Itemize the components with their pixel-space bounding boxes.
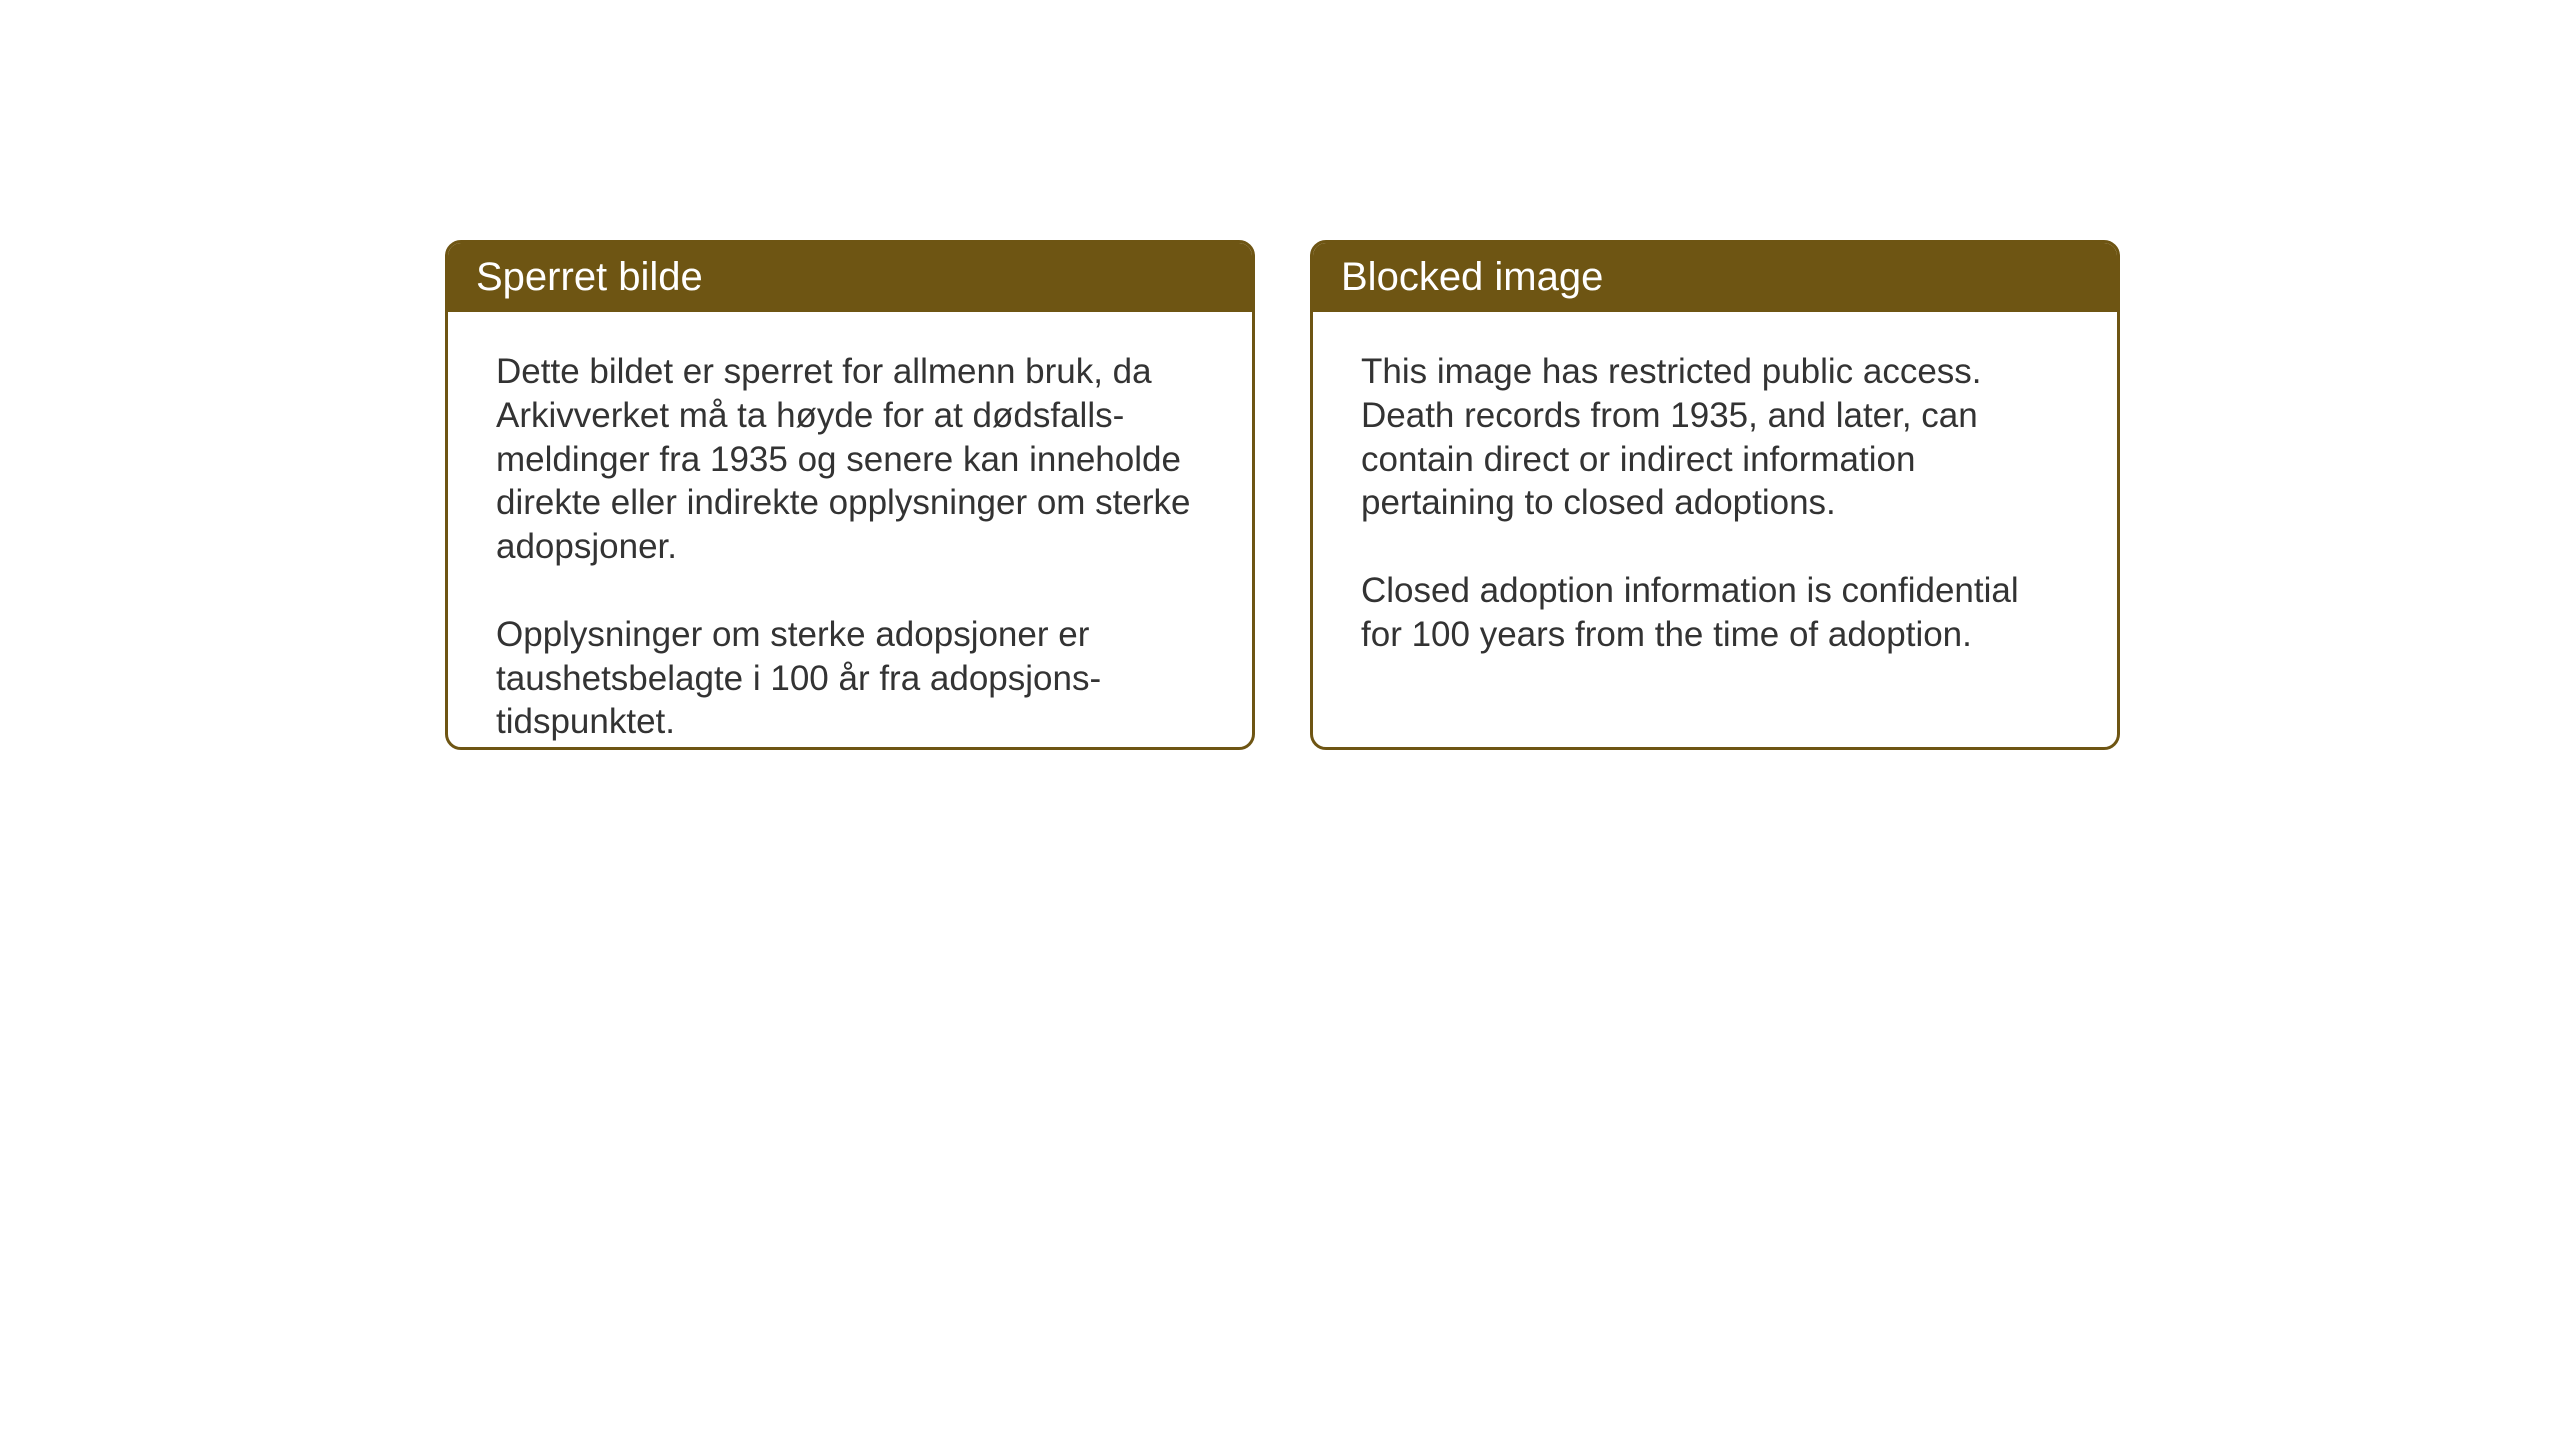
card-body-norwegian: Dette bildet er sperret for allmenn bruk…	[448, 312, 1252, 750]
card-header-english: Blocked image	[1313, 243, 2117, 312]
card-header-norwegian: Sperret bilde	[448, 243, 1252, 312]
notice-card-english: Blocked image This image has restricted …	[1310, 240, 2120, 750]
card-title-english: Blocked image	[1341, 255, 1603, 299]
card-paragraph-english-1: This image has restricted public access.…	[1361, 350, 2069, 525]
card-title-norwegian: Sperret bilde	[476, 255, 703, 299]
card-paragraph-norwegian-2: Opplysninger om sterke adopsjoner er tau…	[496, 613, 1204, 744]
card-paragraph-english-2: Closed adoption information is confident…	[1361, 569, 2069, 657]
notice-card-norwegian: Sperret bilde Dette bildet er sperret fo…	[445, 240, 1255, 750]
card-body-english: This image has restricted public access.…	[1313, 312, 2117, 695]
card-paragraph-norwegian-1: Dette bildet er sperret for allmenn bruk…	[496, 350, 1204, 569]
notice-container: Sperret bilde Dette bildet er sperret fo…	[445, 240, 2120, 750]
